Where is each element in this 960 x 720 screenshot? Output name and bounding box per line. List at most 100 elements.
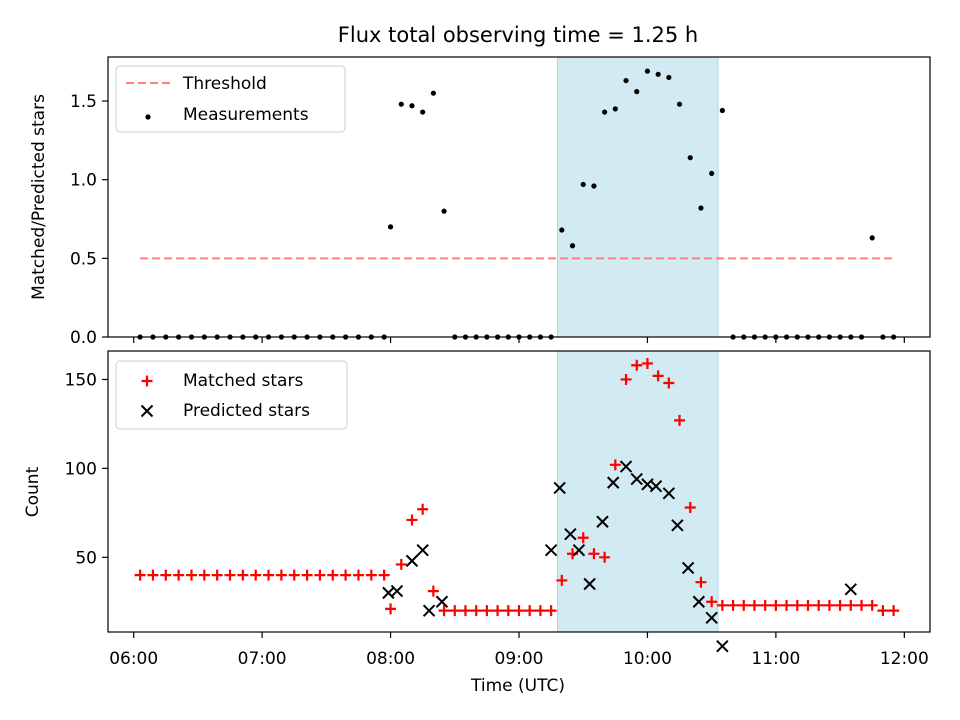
matched-star-point bbox=[395, 558, 407, 570]
matched-star-point bbox=[237, 569, 249, 581]
top-y-axis-label: Matched/Predicted stars bbox=[29, 94, 49, 300]
shaded-interval bbox=[557, 350, 719, 633]
matched-star-point bbox=[823, 599, 835, 611]
predicted-star-point bbox=[416, 543, 429, 557]
x-tick-label: 10:00 bbox=[623, 649, 672, 669]
top-legend-box bbox=[115, 65, 346, 133]
x-tick-label: 08:00 bbox=[366, 649, 415, 669]
predicted-star-point bbox=[583, 577, 596, 591]
matched-star-point bbox=[185, 569, 197, 581]
matched-star-point bbox=[492, 605, 504, 617]
legend-predicted-label: Predicted stars bbox=[183, 401, 310, 421]
bottom-x-ticks: 06:00 07:00 08:00 09:00 10:00 11:00 12:00 bbox=[109, 632, 929, 669]
measurement-point bbox=[719, 107, 725, 114]
matched-star-point bbox=[470, 605, 482, 617]
predicted-star-point bbox=[390, 584, 404, 598]
measurement-point bbox=[430, 90, 436, 96]
predicted-star-point bbox=[572, 543, 586, 557]
shaded-interval bbox=[557, 56, 719, 338]
matched-star-point bbox=[301, 569, 313, 581]
predicted-star-point bbox=[705, 611, 718, 624]
matched-star-point bbox=[684, 502, 696, 514]
predicted-star-point bbox=[606, 476, 620, 489]
measurement-point bbox=[869, 235, 875, 241]
predicted-star-point bbox=[671, 519, 684, 532]
matched-star-point bbox=[695, 576, 707, 588]
predicted-star-point bbox=[692, 595, 706, 608]
top-shaded-band bbox=[557, 56, 719, 338]
matched-star-point bbox=[620, 373, 632, 385]
predicted-star-point bbox=[619, 460, 633, 473]
y-tick-label: 1.5 bbox=[70, 92, 97, 112]
y-tick-label: 1.0 bbox=[70, 171, 97, 191]
y-tick-label: 50 bbox=[75, 548, 97, 568]
predicted-star-point bbox=[596, 515, 609, 528]
matched-star-point bbox=[545, 605, 557, 617]
matched-star-point bbox=[502, 605, 514, 617]
matched-star-point bbox=[738, 599, 750, 611]
matched-star-point bbox=[314, 569, 326, 581]
matched-star-point bbox=[652, 370, 664, 382]
legend-matched-marker bbox=[141, 375, 153, 387]
matched-star-point bbox=[481, 605, 493, 617]
matched-star-point bbox=[147, 569, 159, 581]
matched-star-point bbox=[534, 605, 546, 617]
predicted-star-point bbox=[553, 481, 566, 495]
matched-star-point bbox=[524, 605, 536, 617]
matched-star-point bbox=[674, 414, 686, 426]
matched-star-point bbox=[802, 599, 814, 611]
predicted-star-point bbox=[716, 640, 729, 653]
legend-predicted-marker bbox=[140, 404, 154, 418]
matched-star-point bbox=[459, 605, 471, 617]
predicted-star-point bbox=[422, 604, 436, 617]
matched-star-point bbox=[877, 605, 889, 617]
measurement-point bbox=[698, 205, 704, 211]
x-tick-label: 12:00 bbox=[880, 649, 929, 669]
predicted-star-point bbox=[630, 472, 643, 486]
matched-star-point bbox=[781, 599, 793, 611]
matched-star-point bbox=[834, 599, 846, 611]
matched-star-point bbox=[727, 599, 739, 611]
matched-points bbox=[134, 357, 900, 617]
y-tick-label: 0.0 bbox=[70, 328, 97, 348]
matched-star-point bbox=[577, 532, 589, 544]
matched-star-point bbox=[641, 357, 653, 369]
legend-matched-label: Matched stars bbox=[183, 371, 303, 391]
top-legend: Threshold Measurements bbox=[115, 65, 346, 133]
x-tick-label: 06:00 bbox=[109, 649, 158, 669]
x-axis-label: Time (UTC) bbox=[470, 676, 565, 696]
matched-star-point bbox=[759, 599, 771, 611]
matched-star-point bbox=[856, 599, 867, 611]
top-panel: 0.0 0.5 1.0 1.5 Matched/Predicted stars Thr… bbox=[29, 56, 931, 348]
legend-measurement-swatch bbox=[145, 114, 151, 120]
matched-star-point bbox=[198, 569, 210, 581]
measurement-point bbox=[634, 89, 640, 95]
matched-star-point bbox=[791, 599, 803, 611]
y-tick-label: 150 bbox=[65, 370, 97, 390]
matched-star-point bbox=[888, 605, 900, 617]
bottom-legend-box bbox=[115, 360, 348, 430]
legend-threshold-label: Threshold bbox=[182, 74, 267, 94]
matched-star-point bbox=[340, 569, 352, 581]
predicted-star-point bbox=[405, 554, 419, 568]
matched-star-point bbox=[327, 569, 339, 581]
chart-title: Flux total observing time = 1.25 h bbox=[338, 23, 698, 47]
matched-star-point bbox=[224, 569, 236, 581]
bottom-panel: 50 100 150 06:00 07:00 08:00 09:00 10:00 11:00 1… bbox=[23, 350, 931, 696]
bottom-y-ticks: 50 100 150 bbox=[65, 370, 108, 568]
matched-star-point bbox=[211, 569, 223, 581]
measurement-point bbox=[709, 170, 715, 177]
matched-star-point bbox=[288, 569, 300, 581]
measurement-point bbox=[559, 227, 565, 233]
y-tick-label: 100 bbox=[65, 459, 97, 479]
legend-matched-swatch bbox=[141, 375, 153, 387]
matched-star-point bbox=[352, 569, 364, 581]
matched-star-point bbox=[706, 596, 718, 608]
measurement-point bbox=[409, 103, 415, 109]
measurement-point bbox=[655, 71, 661, 77]
measurement-point bbox=[623, 77, 629, 84]
predicted-star-point bbox=[844, 583, 858, 596]
predicted-star-point bbox=[435, 595, 449, 608]
measurement-point bbox=[569, 243, 576, 249]
